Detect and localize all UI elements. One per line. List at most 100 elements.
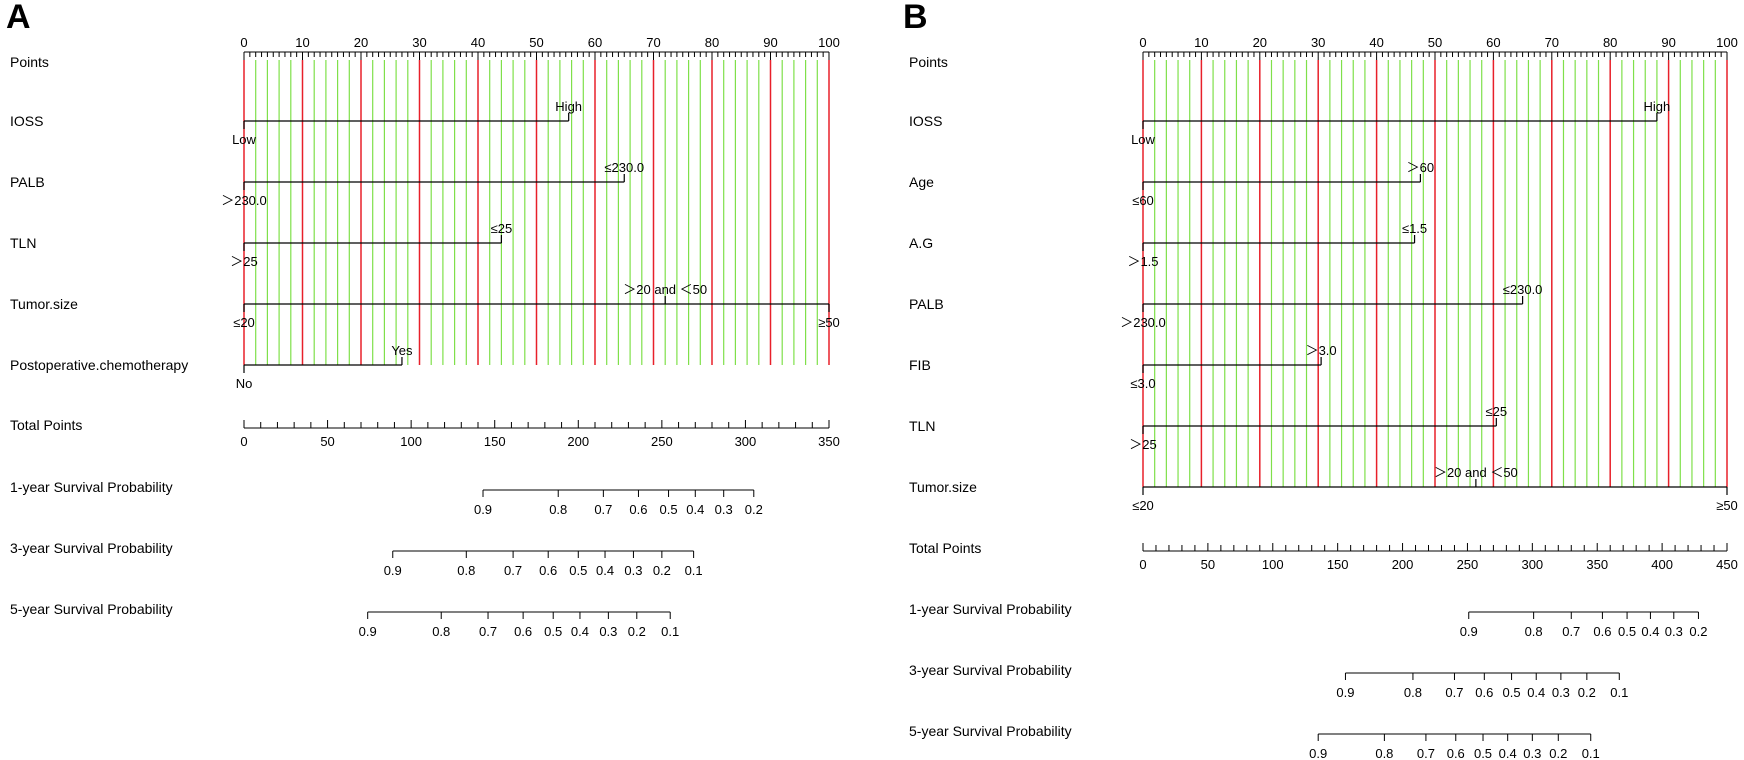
- panel-b-total-points-tick-label: 350: [1586, 557, 1608, 572]
- panel-a-points-tick-label: 70: [646, 35, 660, 50]
- panel-b-predictor-level-label: High: [1644, 99, 1671, 114]
- panel-b-points-tick-label: 70: [1545, 35, 1559, 50]
- panel-b-predictor-level-label: ≤60: [1132, 193, 1154, 208]
- panel-a-survival-tick-label: 0.2: [653, 563, 671, 578]
- panel-a-points-tick-label: 60: [588, 35, 602, 50]
- panel-a-survival-tick-label: 0.6: [629, 502, 647, 517]
- panel-a-survival-tick-label: 0.8: [549, 502, 567, 517]
- panel-a-survival-tick-label: 0.9: [474, 502, 492, 517]
- panel-a-survival-tick-label: 0.1: [661, 624, 679, 639]
- panel-a-predictor-level-label: ＞20 and ＜50: [623, 282, 707, 297]
- panel-b-points-tick-label: 10: [1194, 35, 1208, 50]
- panel-a-survival-tick-label: 0.8: [457, 563, 475, 578]
- panel-b-total-points-tick-label: 300: [1521, 557, 1543, 572]
- panel-a-survival-tick-label: 0.4: [686, 502, 704, 517]
- panel-b-survival-tick-label: 0.5: [1474, 746, 1492, 760]
- panel-a-total-points-tick-label: 200: [567, 434, 589, 449]
- panel-a-predictor-level-label: ≤25: [491, 221, 513, 236]
- panel-b-predictor-level-label: ＞20 and ＜50: [1434, 465, 1518, 480]
- panel-a-total-points-tick-label: 100: [400, 434, 422, 449]
- panel-a-points-tick-label: 40: [471, 35, 485, 50]
- panel-b-predictor-level-label: ＞3.0: [1306, 343, 1337, 358]
- panel-a-points-axis-label: Points: [10, 54, 49, 70]
- panel-a-total-points-tick-label: 300: [735, 434, 757, 449]
- panel-b-points-tick-label: 20: [1253, 35, 1267, 50]
- panel-b-predictor-level-label: ≥50: [1716, 498, 1738, 513]
- panel-a-predictor-level-label: ＞230.0: [221, 193, 267, 208]
- panel-a-survival-tick-label: 0.3: [715, 502, 733, 517]
- panel-a-survival-tick-label: 0.2: [628, 624, 646, 639]
- panel-b-survival-tick-label: 0.1: [1582, 746, 1600, 760]
- panel-b-points-tick-label: 80: [1603, 35, 1617, 50]
- panel-b-survival-tick-label: 0.5: [1503, 685, 1521, 700]
- panel-a-points-tick-label: 20: [354, 35, 368, 50]
- panel-a-survival-tick-label: 0.7: [594, 502, 612, 517]
- panel-a-survival-tick-label: 0.3: [624, 563, 642, 578]
- panel-b-predictor-level-label: ＞1.5: [1127, 254, 1158, 269]
- panel-b-survival-tick-label: 0.1: [1610, 685, 1628, 700]
- panel-a-survival-tick-label: 0.8: [432, 624, 450, 639]
- panel-b-predictor-level-label: ＞230.0: [1120, 315, 1166, 330]
- panel-a-survival-tick-label: 0.4: [596, 563, 614, 578]
- panel-a-total-points-tick-label: 50: [320, 434, 334, 449]
- panel-b-predictor-label: TLN: [909, 418, 935, 434]
- panel-a-survival-tick-label: 0.1: [685, 563, 703, 578]
- panel-b-total-points-tick-label: 450: [1716, 557, 1738, 572]
- panel-b-survival-tick-label: 0.7: [1562, 624, 1580, 639]
- panel-b-survival-tick-label: 0.5: [1618, 624, 1636, 639]
- panel-b-points-tick-label: 90: [1661, 35, 1675, 50]
- panel-b-survival-tick-label: 0.8: [1375, 746, 1393, 760]
- panel-b-points-tick-label: 0: [1139, 35, 1146, 50]
- panel-a-survival-tick-label: 0.5: [544, 624, 562, 639]
- panel-b-survival-tick-label: 0.8: [1404, 685, 1422, 700]
- panel-b-predictor-label: FIB: [909, 357, 931, 373]
- panel-b-survival-tick-label: 0.2: [1689, 624, 1707, 639]
- panel-a-predictor-label: Postoperative.chemotherapy: [10, 357, 188, 373]
- panel-b-points-tick-label: 60: [1486, 35, 1500, 50]
- panel-b-total-points-label: Total Points: [909, 540, 981, 556]
- panel-a-total-points-tick-label: 150: [484, 434, 506, 449]
- panel-a-points-tick-label: 30: [412, 35, 426, 50]
- panel-a-predictor-level-label: Yes: [391, 343, 413, 358]
- panel-b-survival-tick-label: 0.7: [1445, 685, 1463, 700]
- panel-b-survival-tick-label: 0.3: [1523, 746, 1541, 760]
- panel-b-survival-tick-label: 0.9: [1336, 685, 1354, 700]
- panel-a-survival-tick-label: 0.7: [479, 624, 497, 639]
- panel-b-predictor-level-label: ＞25: [1129, 437, 1156, 452]
- panel-b-total-points-tick-label: 50: [1201, 557, 1215, 572]
- panel-b-survival-scale-label: 3-year Survival Probability: [909, 662, 1072, 678]
- panel-a-survival-tick-label: 0.3: [599, 624, 617, 639]
- panel-b-points-tick-label: 40: [1369, 35, 1383, 50]
- panel-b-survival-tick-label: 0.6: [1447, 746, 1465, 760]
- panel-b-survival-tick-label: 0.2: [1578, 685, 1596, 700]
- panel-b-points-tick-label: 50: [1428, 35, 1442, 50]
- panel-b-survival-tick-label: 0.4: [1641, 624, 1659, 639]
- panel-b-total-points-tick-label: 100: [1262, 557, 1284, 572]
- panel-a-survival-tick-label: 0.5: [569, 563, 587, 578]
- panel-b-survival-scale-label: 5-year Survival Probability: [909, 723, 1072, 739]
- panel-b-points-axis-label: Points: [909, 54, 948, 70]
- panel-b-predictor-label: PALB: [909, 296, 944, 312]
- panel-a: A Points 0 10 20 30 40 50 60 70 80 90 100 IOSS Low Hig…: [6, 0, 840, 639]
- panel-b-survival-tick-label: 0.6: [1593, 624, 1611, 639]
- panel-b-predictor-level-label: ＞60: [1407, 160, 1434, 175]
- panel-b-predictor-label: Tumor.size: [909, 479, 977, 495]
- panel-b-survival-tick-label: 0.4: [1499, 746, 1517, 760]
- panel-a-predictor-label: IOSS: [10, 113, 43, 129]
- panel-a-survival-tick-label: 0.6: [539, 563, 557, 578]
- panel-b-predictor-level-label: ≤1.5: [1402, 221, 1427, 236]
- panel-a-total-points-label: Total Points: [10, 417, 82, 433]
- panel-a-predictor-label: TLN: [10, 235, 36, 251]
- panel-b-survival-tick-label: 0.3: [1552, 685, 1570, 700]
- panel-a-points-tick-label: 90: [763, 35, 777, 50]
- panel-b-total-points-tick-label: 150: [1327, 557, 1349, 572]
- panel-b-survival-tick-label: 0.7: [1417, 746, 1435, 760]
- panel-b-total-points-tick-label: 250: [1457, 557, 1479, 572]
- panel-b-survival-tick-label: 0.9: [1460, 624, 1478, 639]
- panel-a-survival-tick-label: 0.2: [745, 502, 763, 517]
- panel-a-predictor-level-label: ≥50: [818, 315, 840, 330]
- panel-b-predictor-level-label: ≤230.0: [1503, 282, 1543, 297]
- panel-b-predictor-label: A.G: [909, 235, 933, 251]
